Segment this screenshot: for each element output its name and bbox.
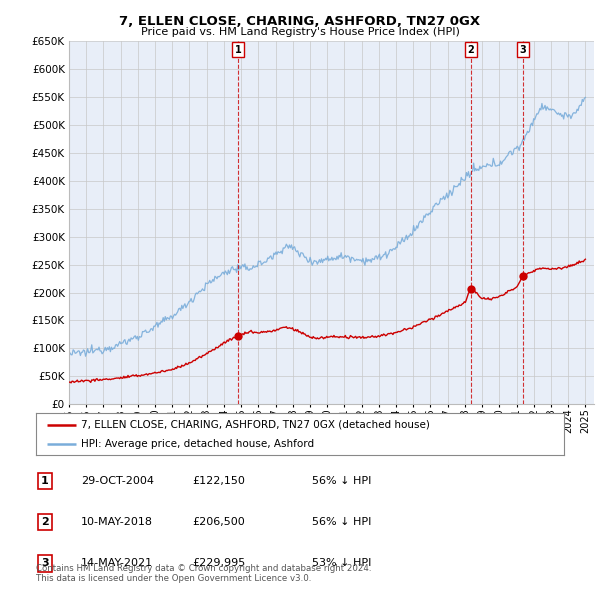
Text: 1: 1 bbox=[235, 45, 242, 55]
Text: 56% ↓ HPI: 56% ↓ HPI bbox=[312, 476, 371, 486]
Text: 10-MAY-2018: 10-MAY-2018 bbox=[81, 517, 153, 527]
Text: Contains HM Land Registry data © Crown copyright and database right 2024.
This d: Contains HM Land Registry data © Crown c… bbox=[36, 563, 371, 583]
Text: 7, ELLEN CLOSE, CHARING, ASHFORD, TN27 0GX: 7, ELLEN CLOSE, CHARING, ASHFORD, TN27 0… bbox=[119, 15, 481, 28]
Text: £206,500: £206,500 bbox=[192, 517, 245, 527]
Text: £229,995: £229,995 bbox=[192, 559, 245, 568]
Text: 2: 2 bbox=[468, 45, 475, 55]
Text: Price paid vs. HM Land Registry's House Price Index (HPI): Price paid vs. HM Land Registry's House … bbox=[140, 27, 460, 37]
Text: 14-MAY-2021: 14-MAY-2021 bbox=[81, 559, 153, 568]
Text: 1: 1 bbox=[41, 476, 49, 486]
Text: £122,150: £122,150 bbox=[192, 476, 245, 486]
Text: 3: 3 bbox=[520, 45, 526, 55]
Text: 3: 3 bbox=[41, 559, 49, 568]
Text: HPI: Average price, detached house, Ashford: HPI: Average price, detached house, Ashf… bbox=[81, 438, 314, 448]
Text: 56% ↓ HPI: 56% ↓ HPI bbox=[312, 517, 371, 527]
Text: 2: 2 bbox=[41, 517, 49, 527]
Text: 29-OCT-2004: 29-OCT-2004 bbox=[81, 476, 154, 486]
Text: 53% ↓ HPI: 53% ↓ HPI bbox=[312, 559, 371, 568]
Text: 7, ELLEN CLOSE, CHARING, ASHFORD, TN27 0GX (detached house): 7, ELLEN CLOSE, CHARING, ASHFORD, TN27 0… bbox=[81, 420, 430, 430]
